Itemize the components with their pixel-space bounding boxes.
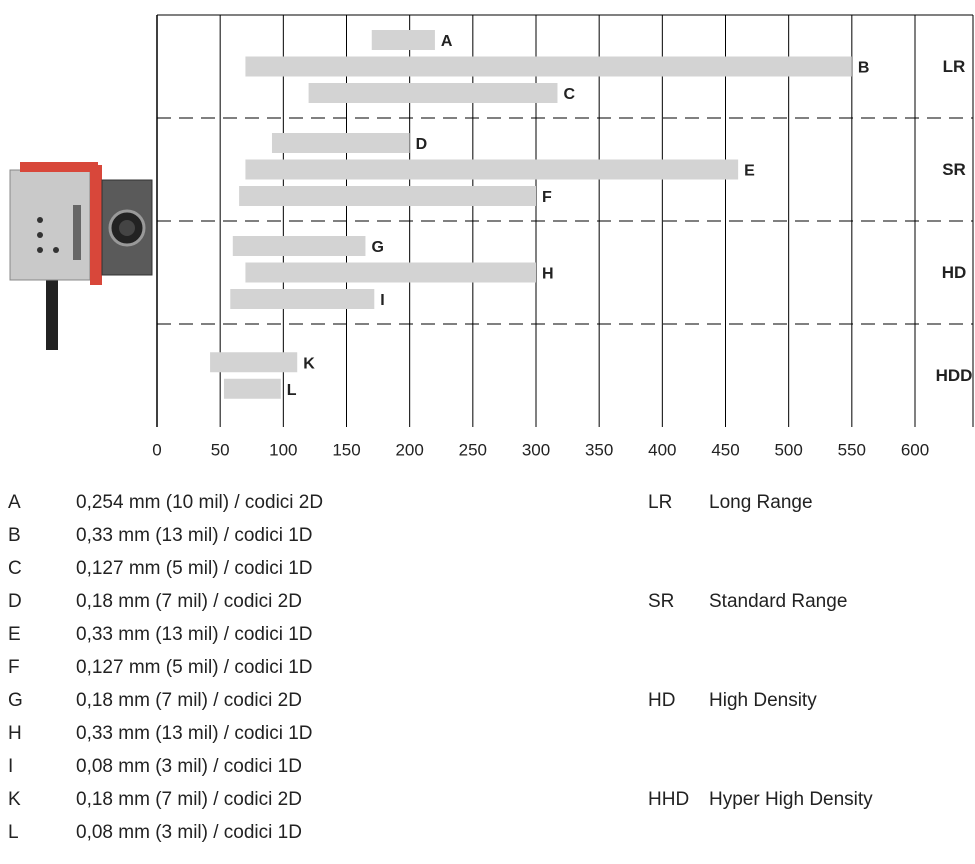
range-bar (245, 263, 536, 283)
legend-text: 0,127 mm (5 mil) / codici 1D (76, 657, 313, 678)
x-tick-label: 150 (332, 440, 360, 459)
x-tick-label: 500 (774, 440, 802, 459)
x-tick-label: 350 (585, 440, 613, 459)
x-tick-label: 50 (211, 440, 230, 459)
bar-label: H (542, 266, 554, 283)
legend-text: 0,08 mm (3 mil) / codici 1D (76, 756, 302, 777)
x-tick-label: 100 (269, 440, 297, 459)
group-label: SR (942, 160, 966, 179)
range-bar (210, 352, 297, 372)
bar-label: B (858, 60, 870, 77)
bar-label: K (303, 355, 315, 372)
legend-key: A (8, 492, 21, 513)
x-tick-label: 200 (395, 440, 423, 459)
bar-label: L (287, 382, 297, 399)
group-label: HD (942, 263, 967, 282)
legend-key: C (8, 558, 22, 579)
range-bar (230, 289, 374, 309)
x-tick-label: 250 (459, 440, 487, 459)
legend-key: K (8, 789, 21, 810)
legend-text: 0,18 mm (7 mil) / codici 2D (76, 591, 302, 612)
range-text: High Density (709, 690, 817, 711)
legend-text: 0,08 mm (3 mil) / codici 1D (76, 822, 302, 843)
range-text: Standard Range (709, 591, 847, 612)
x-tick-label: 300 (522, 440, 550, 459)
legend-key: E (8, 624, 21, 645)
group-label: LR (943, 57, 966, 76)
bar-label: D (416, 136, 428, 153)
range-bar (245, 57, 851, 77)
legend-key: L (8, 822, 19, 843)
range-key: HHD (648, 789, 689, 810)
bar-label: F (542, 189, 552, 206)
range-bar (233, 236, 366, 256)
range-bar (272, 133, 410, 153)
range-text: Long Range (709, 492, 813, 513)
range-text: Hyper High Density (709, 789, 873, 810)
x-tick-label: 600 (901, 440, 929, 459)
legend-key: H (8, 723, 22, 744)
x-tick-label: 0 (152, 440, 161, 459)
legend-key: G (8, 690, 23, 711)
bar-label: I (380, 292, 384, 309)
scanner-illustration (10, 162, 152, 350)
x-tick-label: 400 (648, 440, 676, 459)
range-key: SR (648, 591, 674, 612)
group-label: HDD (936, 366, 973, 385)
range-bar (239, 186, 536, 206)
bar-label: G (371, 239, 383, 256)
legend-key: D (8, 591, 22, 612)
legend-text: 0,127 mm (5 mil) / codici 1D (76, 558, 313, 579)
range-bar (372, 30, 435, 50)
legend-text: 0,33 mm (13 mil) / codici 1D (76, 723, 313, 744)
range-bar (224, 379, 281, 399)
bar-label: C (563, 86, 575, 103)
bar-label: A (441, 33, 453, 50)
chart: 050100150200250300350400450500550600ABCL… (0, 0, 975, 864)
legend-text: 0,33 mm (13 mil) / codici 1D (76, 525, 313, 546)
range-bar (245, 160, 738, 180)
range-key: LR (648, 492, 672, 513)
legend-key: F (8, 657, 20, 678)
range-bar (309, 83, 558, 103)
legend-text: 0,254 mm (10 mil) / codici 2D (76, 492, 323, 513)
legend-text: 0,18 mm (7 mil) / codici 2D (76, 690, 302, 711)
x-tick-label: 450 (711, 440, 739, 459)
legend-key: B (8, 525, 21, 546)
legend-text: 0,33 mm (13 mil) / codici 1D (76, 624, 313, 645)
x-tick-label: 550 (838, 440, 866, 459)
bar-label: E (744, 163, 755, 180)
legend-key: I (8, 756, 13, 777)
range-key: HD (648, 690, 675, 711)
legend-text: 0,18 mm (7 mil) / codici 2D (76, 789, 302, 810)
